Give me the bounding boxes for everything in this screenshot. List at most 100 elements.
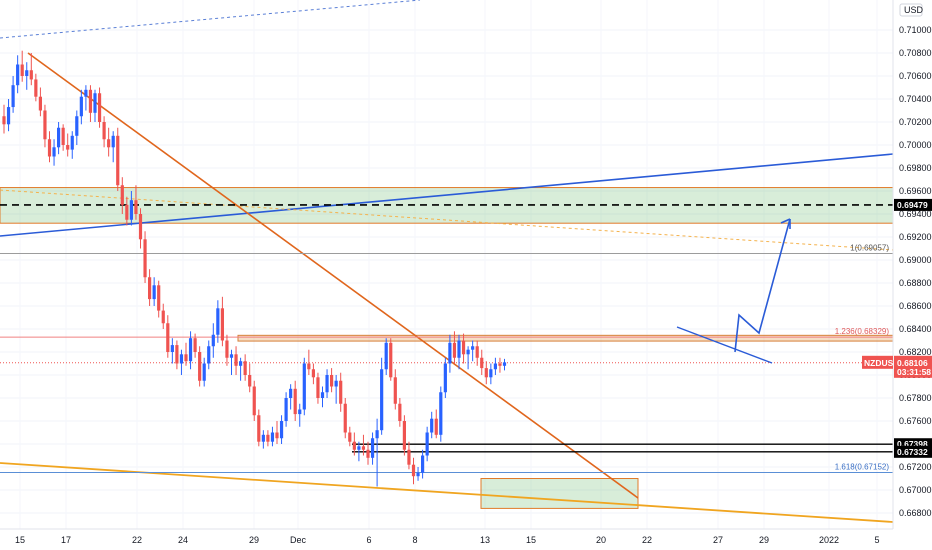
- candle-body: [452, 342, 457, 358]
- candle-body: [339, 380, 343, 404]
- candle-body: [334, 380, 338, 387]
- candle-body: [389, 342, 393, 378]
- candle-body: [211, 334, 215, 347]
- candle-body: [66, 145, 70, 150]
- price-tick-label: 0.68600: [899, 301, 932, 311]
- candle-body: [2, 116, 6, 125]
- candle-body: [188, 338, 193, 362]
- resistance-band: [237, 334, 894, 342]
- price-tick-label: 0.68400: [899, 324, 932, 334]
- time-tick-label: 6: [366, 535, 371, 545]
- candle-body: [148, 277, 152, 300]
- time-tick-label: 5: [874, 535, 879, 545]
- symbol-tag: [862, 355, 893, 369]
- candle-body: [179, 354, 184, 364]
- candle-body: [175, 345, 179, 364]
- candle-body: [361, 446, 366, 450]
- candle-body: [129, 200, 133, 220]
- candle-body: [225, 340, 229, 358]
- candle-body: [366, 449, 370, 458]
- chart-grid: [0, 0, 893, 529]
- candle-body: [261, 434, 265, 442]
- price-tick-label: 0.70000: [899, 140, 932, 150]
- level-price-label: 0.69479: [897, 200, 928, 210]
- candle-body: [307, 363, 311, 370]
- last-price-label: 0.68106: [897, 358, 928, 368]
- annotations: 1(0.69057) 1.236(0.68329) 1.618(0.67152): [676, 218, 889, 472]
- price-tick-label: 0.69000: [899, 255, 932, 265]
- candle-body: [398, 403, 402, 421]
- candle-body: [152, 285, 156, 300]
- candle-body: [84, 89, 88, 97]
- candle-body: [348, 432, 352, 442]
- candle-body: [134, 200, 138, 214]
- candle-body: [293, 388, 297, 415]
- candle-body: [47, 139, 52, 157]
- candle-body: [411, 464, 416, 477]
- candle-body: [493, 363, 497, 370]
- candle-body: [75, 116, 79, 136]
- price-tick-label: 0.67600: [899, 416, 932, 426]
- candle-body: [407, 449, 411, 465]
- candle-body: [161, 310, 165, 324]
- candle-body: [375, 430, 379, 439]
- level-price-tag: [894, 445, 932, 458]
- candle-body: [471, 346, 475, 350]
- candle-body: [257, 415, 261, 442]
- price-tick-label: 0.70600: [899, 71, 932, 81]
- candle-body: [448, 342, 452, 364]
- level-price-label: 0.67332: [897, 447, 928, 457]
- price-tick-label: 0.69400: [899, 209, 932, 219]
- candle-body: [421, 455, 425, 473]
- candle-body: [229, 354, 234, 358]
- time-tick-label: 27: [713, 535, 723, 545]
- price-tick-label: 0.70200: [899, 117, 932, 127]
- candle-body: [102, 122, 106, 140]
- candle-body: [502, 362, 507, 366]
- candle-body: [29, 70, 33, 80]
- candle-body: [198, 352, 202, 381]
- price-tick-label: 0.67200: [899, 462, 932, 472]
- time-axis[interactable]: 15 17 22 24 29 Dec 6 8 13 15 20 22 27 29 2022 5: [0, 528, 893, 545]
- candle-body: [325, 375, 329, 393]
- time-tick-label: 20: [596, 535, 606, 545]
- candle-body: [43, 110, 47, 140]
- candle-body: [125, 204, 129, 220]
- projection-path: [734, 218, 791, 353]
- candle-body: [343, 403, 347, 433]
- candle-body: [184, 354, 188, 362]
- descending-trendline: [27, 52, 639, 499]
- candle-body: [425, 432, 429, 456]
- countdown-label: 03:31:58: [897, 367, 931, 377]
- candle-body: [202, 363, 206, 381]
- candle-body: [107, 139, 111, 148]
- candle-body: [330, 375, 334, 387]
- currency-label: USD: [904, 5, 924, 15]
- candle-body: [138, 214, 143, 240]
- blue-trendline: [0, 153, 894, 237]
- candle-body: [298, 409, 302, 415]
- fib-label: 1(0.69057): [850, 243, 889, 252]
- price-tick-label: 0.70800: [899, 48, 932, 58]
- price-axis[interactable]: 0.71000 0.70800 0.70600 0.70400 0.70200 0.700…: [862, 0, 932, 529]
- time-tick-label: 17: [61, 535, 71, 545]
- triangle-upper-line: [676, 326, 773, 364]
- candle-body: [239, 361, 243, 366]
- candle-body: [79, 96, 83, 117]
- price-tick-label: 0.71000: [899, 25, 932, 35]
- candle-body: [70, 135, 74, 150]
- candle-body: [484, 368, 488, 378]
- candle-body: [320, 392, 325, 398]
- candle-body: [270, 432, 275, 442]
- price-tick-label: 0.67000: [899, 485, 932, 495]
- time-tick-label: 13: [480, 535, 490, 545]
- symbol-label: NZDUSD: [864, 358, 899, 368]
- candle-body: [34, 79, 38, 97]
- candle-body: [475, 346, 479, 358]
- level-price-tag: [894, 198, 932, 211]
- candle-body: [393, 377, 397, 404]
- candle-body: [416, 472, 420, 477]
- candle-body: [157, 285, 161, 311]
- time-tick-label: 8: [412, 535, 417, 545]
